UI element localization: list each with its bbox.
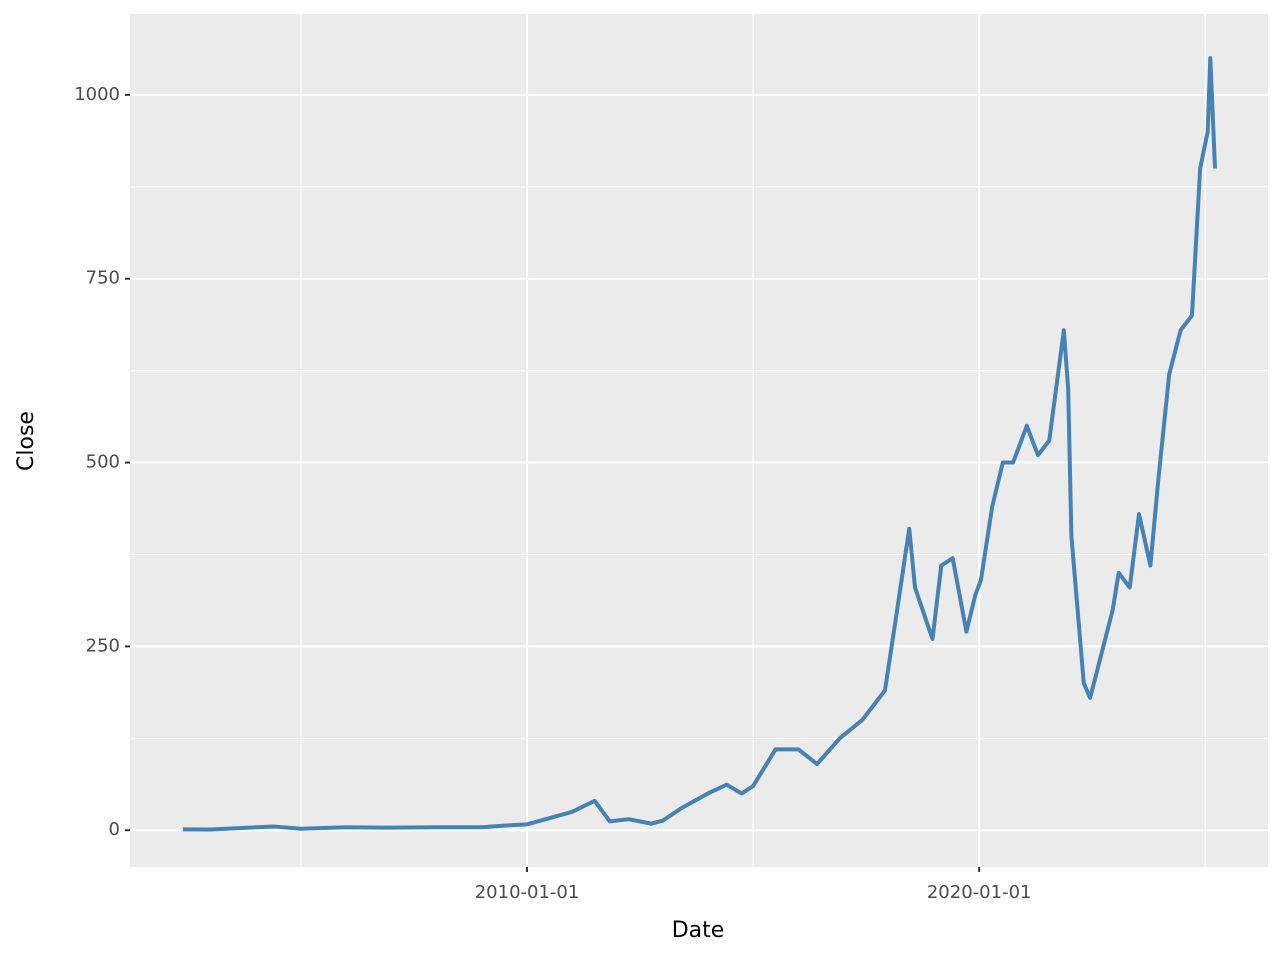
panel <box>130 14 1268 867</box>
y-tick-label: 250 <box>86 635 120 656</box>
y-tick-label: 1000 <box>74 84 120 105</box>
y-tick-label: 500 <box>86 452 120 473</box>
y-tick-label: 0 <box>109 819 120 840</box>
price-line <box>182 56 1218 832</box>
x-axis-title: Date <box>672 918 725 943</box>
y-axis-title: Close <box>14 411 39 471</box>
y-tick-label: 750 <box>86 268 120 289</box>
x-tick-label: 2020-01-01 <box>927 882 1032 903</box>
x-tick-label: 2010-01-01 <box>475 882 580 903</box>
